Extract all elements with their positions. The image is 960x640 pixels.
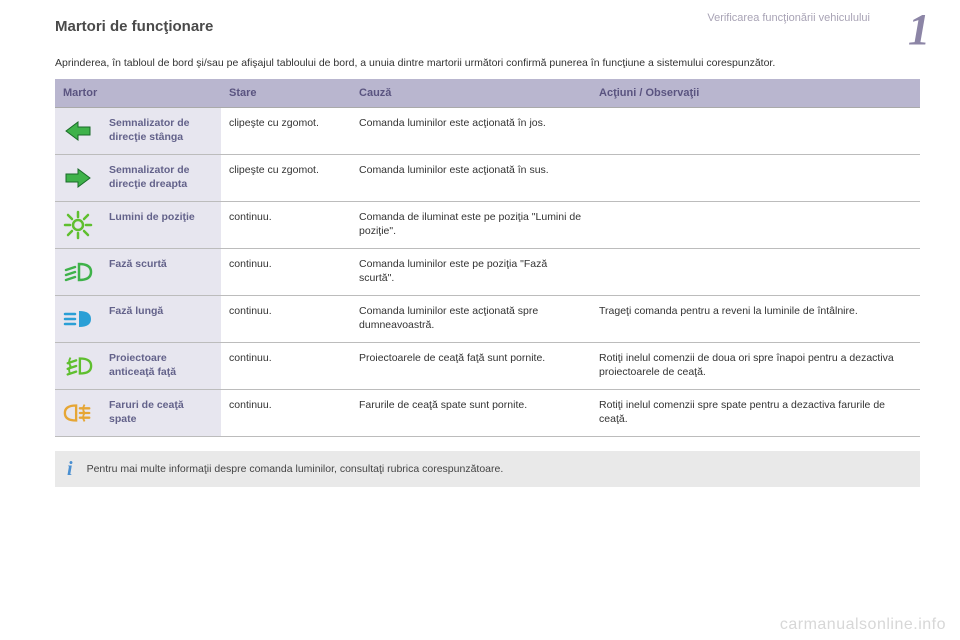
- indicator-state: continuu.: [221, 390, 351, 437]
- table-row: Semnalizator de direcţie dreaptaclipeşte…: [55, 155, 920, 202]
- table-row: Faruri de ceaţă spatecontinuu.Farurile d…: [55, 390, 920, 437]
- breadcrumb: Verificarea funcţionării vehiculului: [707, 12, 870, 24]
- col-header-actiuni: Acţiuni / Observaţii: [591, 79, 920, 108]
- low-beam-icon: [55, 249, 101, 296]
- indicator-name: Lumini de poziţie: [101, 202, 221, 249]
- indicator-name: Proiectoare anticeaţă faţă: [101, 343, 221, 390]
- table-row: Fază scurtăcontinuu.Comanda luminilor es…: [55, 249, 920, 296]
- indicator-action: [591, 249, 920, 296]
- indicator-state: clipeşte cu zgomot.: [221, 108, 351, 155]
- indicator-state: continuu.: [221, 296, 351, 343]
- indicator-state: continuu.: [221, 343, 351, 390]
- info-text: Pentru mai multe informaţii despre coman…: [87, 463, 504, 475]
- indicator-cause: Comanda luminilor este acţionată în jos.: [351, 108, 591, 155]
- indicator-action: [591, 108, 920, 155]
- table-header-row: Martor Stare Cauză Acţiuni / Observaţii: [55, 79, 920, 108]
- table-row: Proiectoare anticeaţă faţăcontinuu.Proie…: [55, 343, 920, 390]
- indicator-cause: Proiectoarele de ceaţă faţă sunt pornite…: [351, 343, 591, 390]
- indicator-cause: Comanda luminilor este acţionată în sus.: [351, 155, 591, 202]
- indicator-cause: Comanda luminilor este acţionată spre du…: [351, 296, 591, 343]
- indicator-action: [591, 202, 920, 249]
- manual-page: Martori de funcţionare Verificarea funcţ…: [0, 0, 960, 640]
- indicator-state: continuu.: [221, 202, 351, 249]
- intro-text: Aprinderea, în tabloul de bord şi/sau pe…: [55, 57, 920, 69]
- front-fog-icon: [55, 343, 101, 390]
- indicator-state: clipeşte cu zgomot.: [221, 155, 351, 202]
- watermark: carmanualsonline.info: [780, 616, 946, 634]
- page-header: Martori de funcţionare Verificarea funcţ…: [55, 18, 920, 47]
- rear-fog-icon: [55, 390, 101, 437]
- indicator-name: Semnalizator de direcţie dreapta: [101, 155, 221, 202]
- indicator-action: [591, 155, 920, 202]
- table-row: Lumini de poziţiecontinuu.Comanda de ilu…: [55, 202, 920, 249]
- indicator-action: Trageţi comanda pentru a reveni la lumin…: [591, 296, 920, 343]
- chapter-number: 1: [908, 12, 930, 47]
- col-header-cauza: Cauză: [351, 79, 591, 108]
- indicator-cause: Farurile de ceaţă spate sunt pornite.: [351, 390, 591, 437]
- high-beam-icon: [55, 296, 101, 343]
- indicator-name: Faruri de ceaţă spate: [101, 390, 221, 437]
- info-icon: i: [67, 459, 73, 479]
- indicators-table: Martor Stare Cauză Acţiuni / Observaţii …: [55, 79, 920, 437]
- indicator-action: Rotiţi inelul comenzii de doua ori spre …: [591, 343, 920, 390]
- table-row: Semnalizator de direcţie stângaclipeşte …: [55, 108, 920, 155]
- indicator-state: continuu.: [221, 249, 351, 296]
- indicator-cause: Comanda luminilor este pe poziţia "Fază …: [351, 249, 591, 296]
- indicator-name: Fază scurtă: [101, 249, 221, 296]
- col-header-stare: Stare: [221, 79, 351, 108]
- indicator-action: Rotiţi inelul comenzii spre spate pentru…: [591, 390, 920, 437]
- indicator-name: Fază lungă: [101, 296, 221, 343]
- position-lights-icon: [55, 202, 101, 249]
- indicator-cause: Comanda de iluminat este pe poziţia "Lum…: [351, 202, 591, 249]
- arrow-left-icon: [55, 108, 101, 155]
- indicator-name: Semnalizator de direcţie stânga: [101, 108, 221, 155]
- table-row: Fază lungăcontinuu.Comanda luminilor est…: [55, 296, 920, 343]
- page-title: Martori de funcţionare: [55, 18, 707, 35]
- arrow-right-icon: [55, 155, 101, 202]
- info-note: i Pentru mai multe informaţii despre com…: [55, 451, 920, 487]
- col-header-martor: Martor: [55, 79, 221, 108]
